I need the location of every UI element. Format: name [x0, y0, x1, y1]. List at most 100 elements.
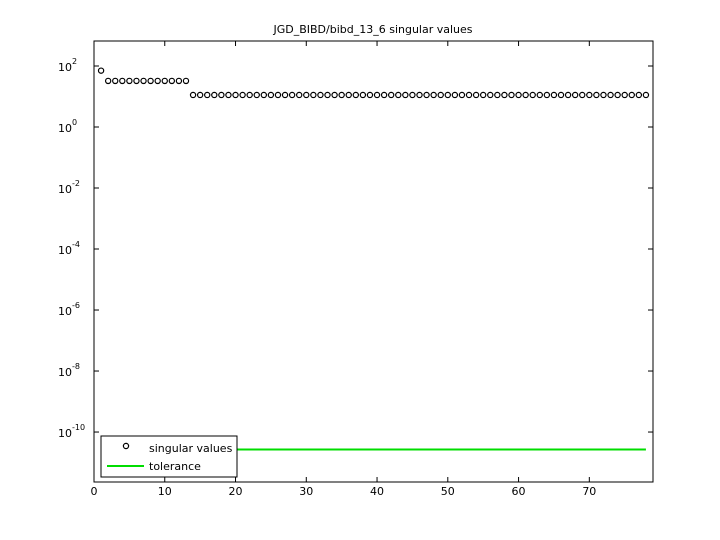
data-point [501, 91, 508, 99]
data-point [529, 91, 536, 99]
y-tick-exponent: -4 [72, 240, 80, 249]
x-tick-label: 30 [299, 485, 313, 498]
data-point [161, 77, 168, 85]
y-tick-exponent: -10 [72, 423, 85, 432]
data-point [508, 91, 515, 99]
y-tick-label: 10-4 [58, 240, 80, 258]
data-point [345, 91, 352, 99]
y-tick-exponent: -8 [72, 362, 80, 371]
data-point [140, 77, 147, 85]
data-point [274, 91, 282, 99]
data-point [352, 91, 360, 99]
data-point [267, 91, 275, 99]
data-point [246, 91, 253, 99]
y-tick-label: 10-6 [58, 301, 80, 319]
x-tick-label: 20 [229, 485, 243, 498]
data-point [444, 91, 451, 99]
data-point [253, 91, 260, 99]
data-point [543, 91, 551, 99]
data-point [409, 91, 416, 99]
data-point [416, 91, 423, 99]
data-point [437, 91, 444, 99]
data-point [97, 67, 105, 74]
data-point [359, 91, 367, 99]
data-point [494, 91, 501, 99]
data-point [232, 91, 239, 99]
data-point [557, 91, 565, 99]
y-tick-exponent: -6 [72, 301, 80, 310]
y-tick-label: 10-2 [58, 179, 80, 197]
x-tick-label: 70 [582, 485, 596, 498]
data-point [218, 91, 225, 99]
data-point [112, 77, 119, 85]
data-point [281, 91, 289, 99]
x-tick-label: 10 [158, 485, 172, 498]
data-point [126, 77, 133, 85]
data-point [635, 91, 643, 99]
data-point [288, 91, 296, 99]
data-point [614, 91, 621, 99]
legend-label: tolerance [149, 460, 201, 473]
x-tick-label: 0 [91, 485, 98, 498]
data-point [465, 91, 473, 99]
legend-label: singular values [149, 442, 233, 455]
data-point [182, 77, 190, 85]
data-point [260, 91, 268, 99]
data-point [338, 91, 345, 99]
data-point [175, 77, 183, 85]
data-point [168, 77, 176, 85]
plot-area [93, 40, 654, 483]
data-point [373, 91, 381, 99]
data-point [324, 91, 331, 99]
data-point [579, 91, 586, 99]
data-point [642, 91, 650, 99]
data-point [487, 91, 494, 99]
data-point [621, 91, 628, 99]
data-point [119, 77, 126, 85]
data-point [310, 91, 317, 99]
data-point [600, 91, 607, 99]
data-point [303, 91, 310, 99]
y-tick-exponent: -2 [72, 179, 80, 188]
data-point [536, 91, 543, 99]
x-tick-label: 50 [441, 485, 455, 498]
data-point [571, 91, 579, 99]
data-point [451, 91, 459, 99]
data-point [515, 91, 522, 99]
data-point [593, 91, 600, 99]
data-point [196, 91, 204, 99]
data-point [458, 91, 466, 99]
data-point [189, 91, 197, 99]
data-point [607, 91, 614, 99]
data-point [380, 91, 388, 99]
y-tick-base: 10 [58, 244, 72, 257]
y-tick-label: 100 [58, 118, 77, 136]
data-point [317, 91, 324, 99]
legend-box [100, 435, 238, 478]
data-point [211, 91, 218, 99]
y-tick-base: 10 [58, 122, 72, 135]
y-tick-base: 10 [58, 366, 72, 379]
x-tick-label: 40 [370, 485, 384, 498]
data-point [522, 91, 529, 99]
y-tick-base: 10 [58, 61, 72, 74]
y-tick-label: 102 [58, 56, 77, 74]
y-tick-exponent: 2 [72, 56, 77, 65]
data-point [423, 91, 430, 99]
chart-title: JGD_BIBD/bibd_13_6 singular values [272, 23, 472, 36]
data-point [239, 91, 246, 99]
data-point [430, 91, 437, 99]
data-point [133, 77, 140, 85]
legend-marker [122, 442, 130, 450]
data-point [479, 91, 487, 99]
data-point [154, 77, 161, 85]
y-tick-exponent: 0 [72, 118, 77, 127]
data-point [472, 91, 480, 99]
data-point [147, 77, 154, 85]
data-point [225, 91, 232, 99]
data-point [628, 91, 635, 99]
data-point [204, 91, 211, 99]
data-point [387, 91, 395, 99]
data-point [395, 91, 402, 99]
y-tick-base: 10 [58, 427, 72, 440]
